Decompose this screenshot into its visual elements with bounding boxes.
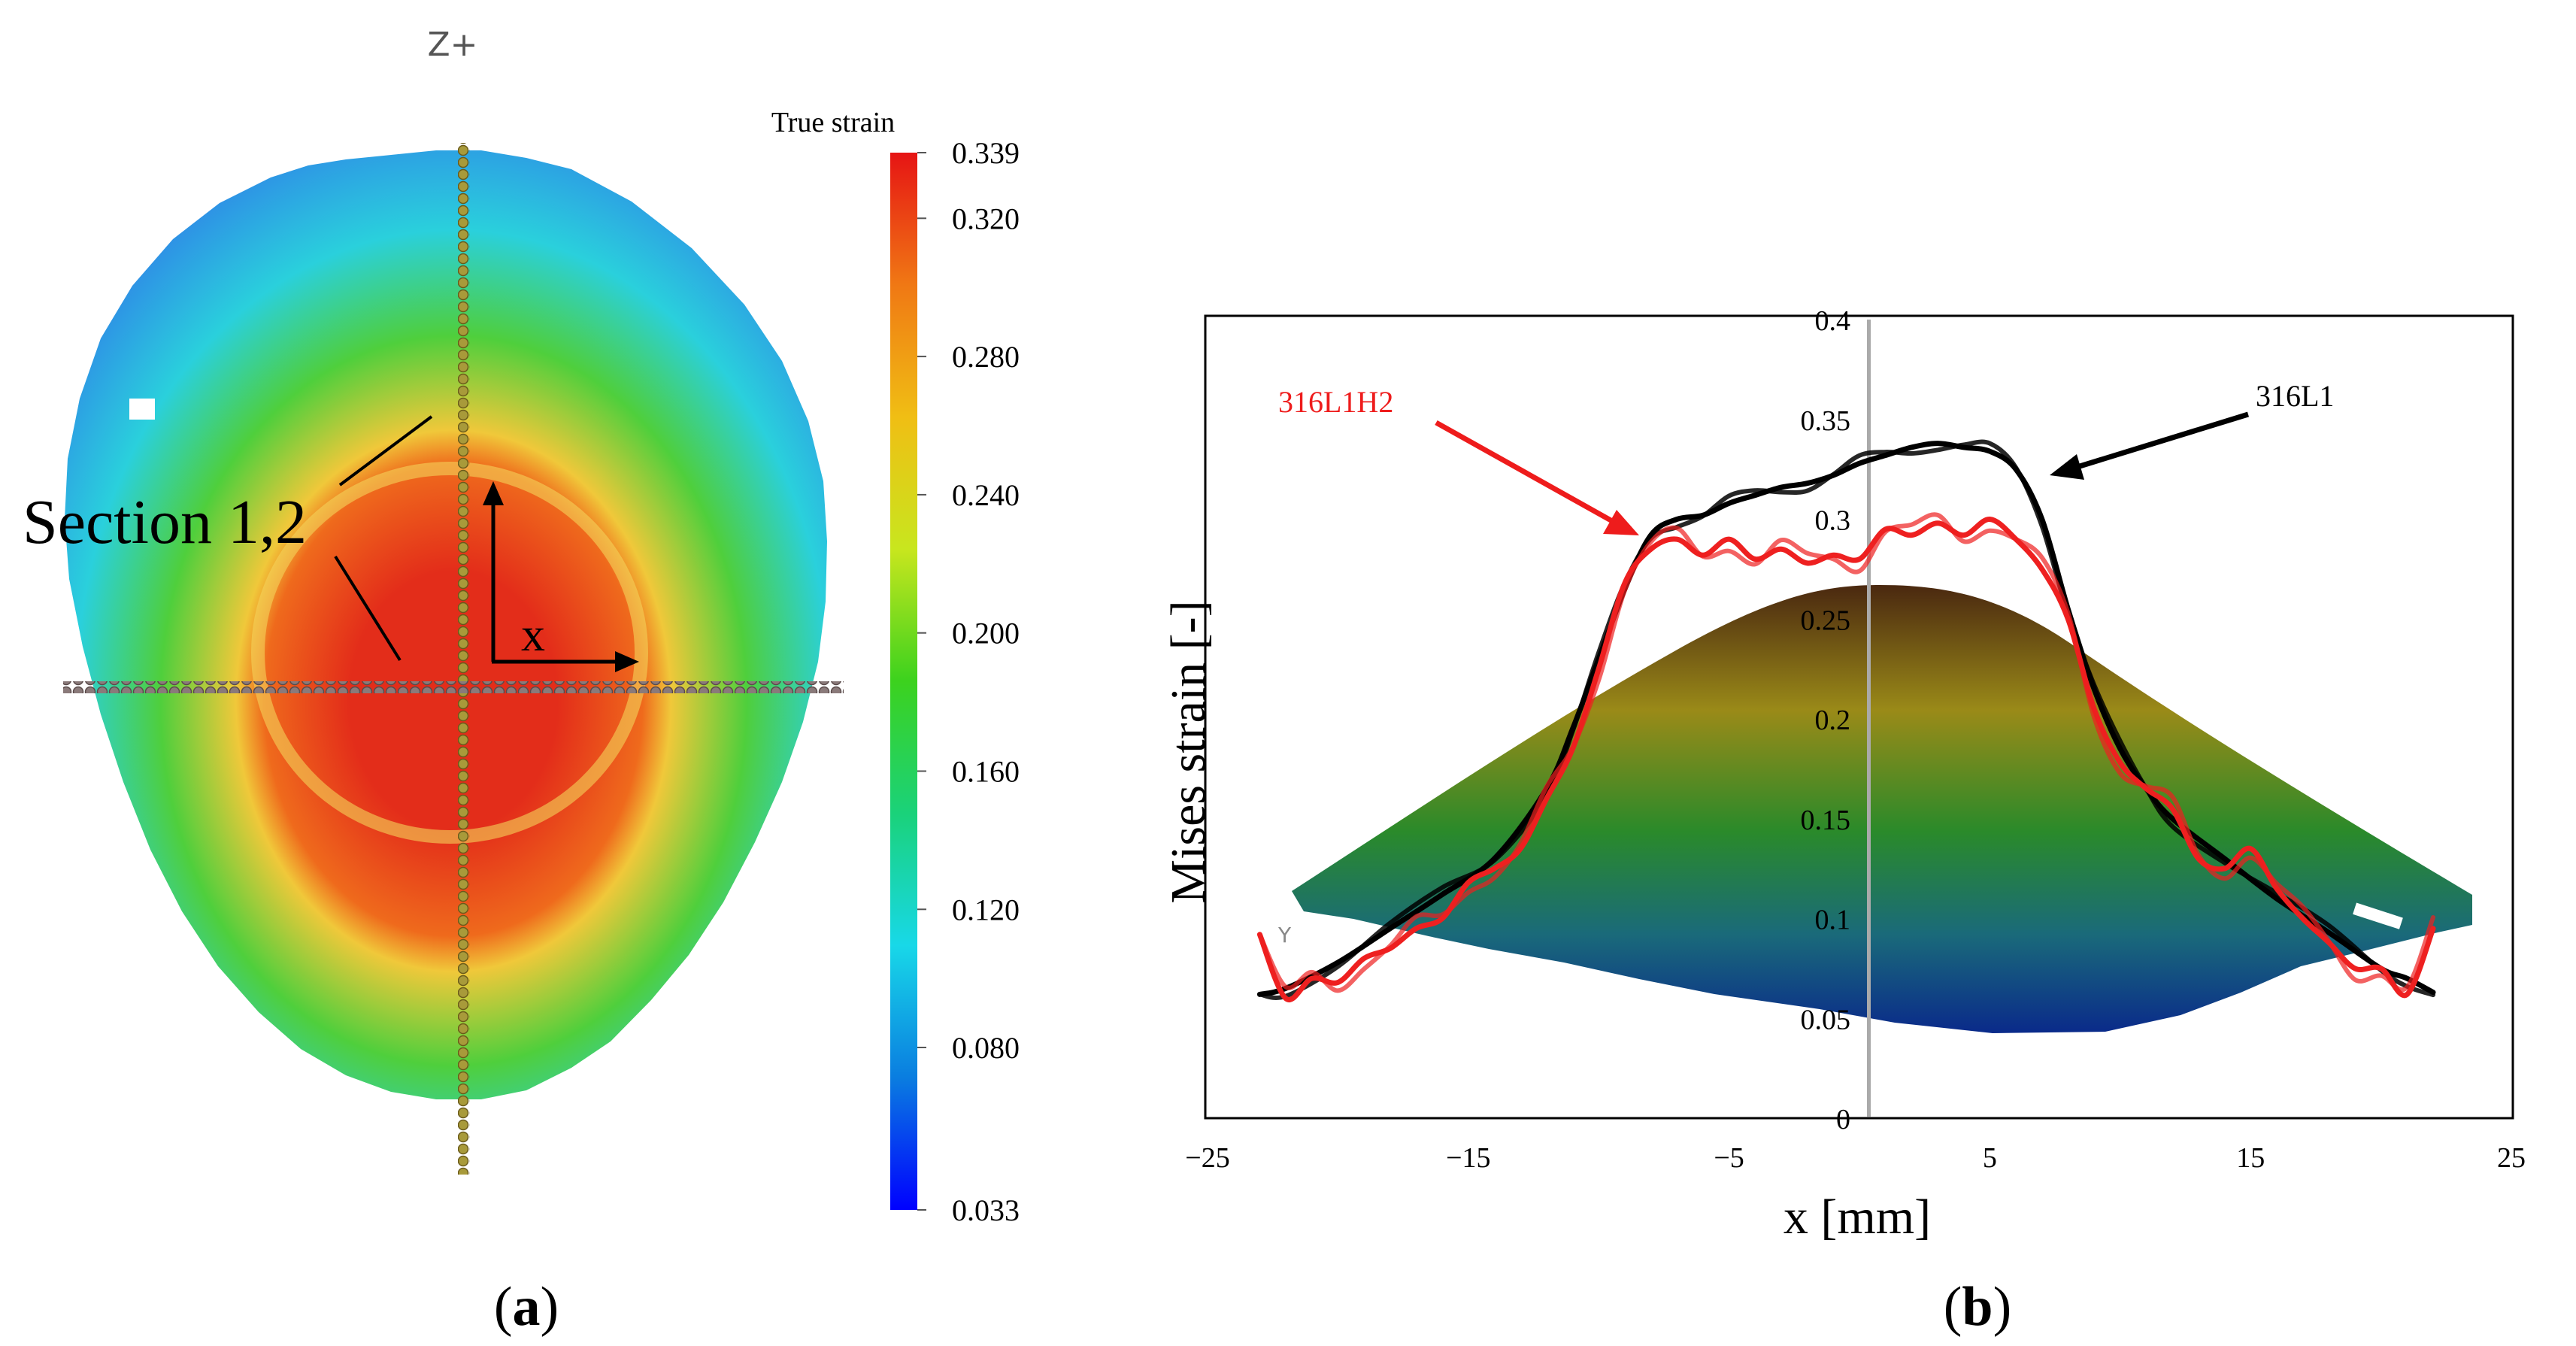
series-line-316l1h2-repeat [1257, 512, 2435, 993]
x-tick-label: 5 [1983, 1142, 1997, 1174]
x-axis-label: x [mm] [1784, 1190, 1931, 1244]
label-316L1H2: 316L1H2 [1278, 385, 1393, 419]
y-tick-label: 0 [1836, 1104, 1850, 1135]
label-316L1: 316L1 [2256, 379, 2334, 413]
x-tick-label: −25 [1185, 1142, 1229, 1174]
y-tick-label: 0.05 [1801, 1004, 1851, 1035]
simulation-overlay: Y [1277, 320, 2472, 1117]
series-line-316l1h2 [1256, 517, 2436, 1002]
x-tick-label: 15 [2236, 1142, 2265, 1174]
yellow-ring [251, 462, 648, 844]
center-marker-line [1867, 320, 1871, 1117]
caption-a: (a) [494, 1276, 559, 1338]
panel-b: Y 0 0.05 0.1 0.15 0.2 0.25 0.3 0.35 0.4 −25 −15 −5… [1161, 305, 2526, 1338]
section-leader-upper [338, 415, 433, 487]
strain-contour-map [65, 150, 827, 1099]
local-axes: x [483, 481, 639, 672]
y-tick-label: 0.1 [1815, 905, 1851, 936]
x-tick-labels: −25 −15 −5 5 15 25 [1185, 1142, 2526, 1174]
y-tick-label: 0.35 [1801, 405, 1851, 437]
arrow-316L1-head [2050, 454, 2084, 480]
x-tick-label: −15 [1446, 1142, 1490, 1174]
colorbar-strip [890, 153, 917, 1210]
section-line-horizontal [63, 681, 844, 693]
y-tick-label: 0.15 [1801, 805, 1851, 836]
contour-region [65, 150, 827, 1099]
deformed-profile-mound [1292, 585, 2472, 1033]
y-tick-label: 0.4 [1815, 305, 1851, 337]
colorbar-tick-label: 0.160 [952, 755, 1020, 789]
axis-x-label: x [521, 608, 545, 661]
z-axis-arrowhead [483, 481, 504, 505]
y-tick-labels: 0 0.05 0.1 0.15 0.2 0.25 0.3 0.35 0.4 [1801, 305, 1851, 1135]
section-line-vertical [458, 143, 470, 1175]
colorbar-tick-label: 0.339 [952, 136, 1020, 170]
x-tick-label: 25 [2497, 1142, 2526, 1174]
colorbar-tick-label: 0.280 [952, 340, 1020, 374]
x-axis-arrowhead [615, 651, 639, 672]
y-tick-label: 0.2 [1815, 705, 1851, 736]
arrow-316L1H2-head [1603, 510, 1639, 535]
colorbar-tick-label: 0.200 [952, 617, 1020, 650]
colorbar-tick-label: 0.033 [952, 1193, 1020, 1227]
caption-b: (b) [1944, 1276, 2011, 1338]
y-tick-label: 0.3 [1815, 505, 1851, 537]
mound-hole [2353, 902, 2403, 929]
x-tick-label: −5 [1714, 1142, 1744, 1174]
section-leader-lower [334, 555, 402, 662]
series-layer [1256, 439, 2436, 1002]
y-tick-label: 0.25 [1801, 605, 1851, 636]
panel-a: Z+ x Section 1,2 True strain 0.3390.3200… [23, 26, 1020, 1338]
colorbar: True strain 0.339 0.320 0.280 0.240 0.200 0.1… [771, 107, 1020, 1227]
arrow-316L1H2-shaft [1435, 420, 1615, 525]
contour-hole [129, 399, 155, 420]
y-axis-label: Mises strain [-] [1161, 600, 1216, 903]
mound-y-axis-mark: Y [1277, 923, 1292, 947]
colorbar-tick-label: 0.320 [952, 202, 1020, 235]
section-label: Section 1,2 [23, 487, 307, 557]
view-label: Z+ [427, 26, 477, 64]
colorbar-tick-label: 0.240 [952, 478, 1020, 512]
colorbar-tick-label: 0.120 [952, 893, 1020, 926]
arrow-316L1-shaft [2078, 411, 2250, 469]
colorbar-tick-label: 0.080 [952, 1031, 1020, 1065]
colorbar-title: True strain [771, 107, 895, 138]
colorbar-ticks: 0.339 0.320 0.280 0.240 0.200 0.160 0.120 0.080… [917, 136, 1020, 1227]
